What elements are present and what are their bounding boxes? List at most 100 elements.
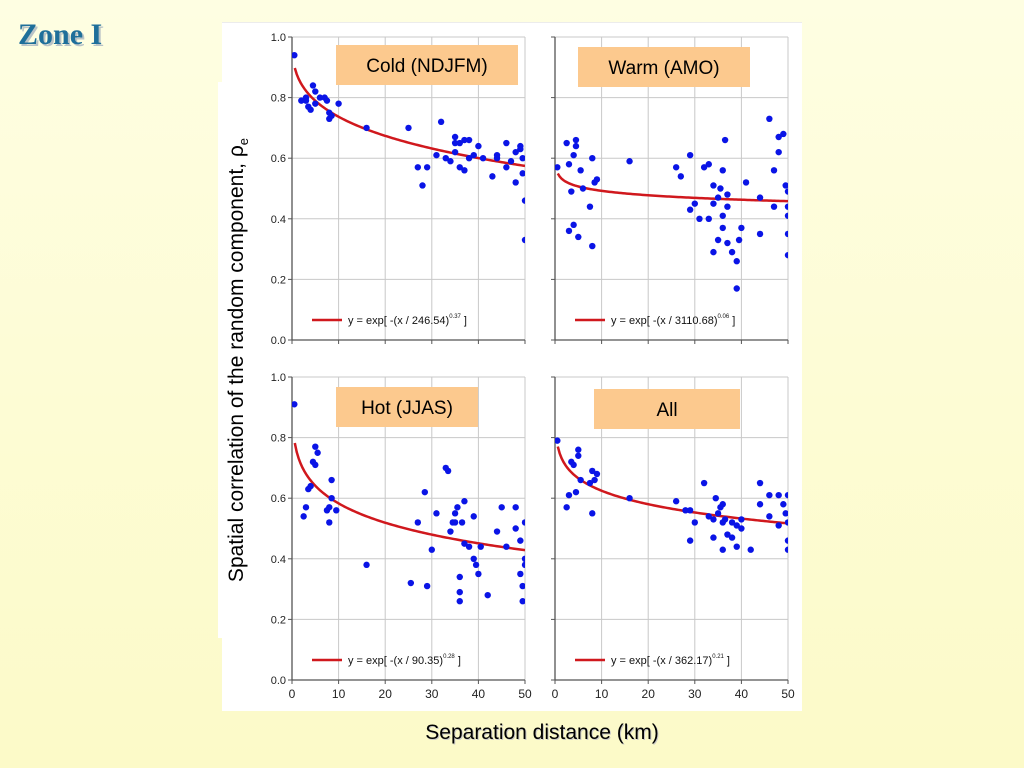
- data-point: [414, 164, 422, 171]
- plot-area: [555, 115, 788, 292]
- data-point: [575, 233, 582, 241]
- legend-equation: y = exp[ -(x / 362.17)0.21 ]: [611, 654, 730, 667]
- data-point: [447, 158, 454, 165]
- panel-label-box: [336, 45, 518, 85]
- data-point: [756, 194, 764, 201]
- plot-area: [292, 401, 525, 605]
- data-point: [512, 179, 519, 186]
- data-point: [328, 476, 335, 484]
- data-point: [521, 519, 525, 526]
- y-tick-label: 0.2: [271, 274, 286, 286]
- data-point: [414, 519, 422, 526]
- data-point: [451, 519, 459, 526]
- x-tick-label: 30: [688, 687, 702, 701]
- data-point: [714, 194, 722, 201]
- x-tick-label: 50: [781, 687, 795, 701]
- x-tick-label: 50: [518, 687, 532, 701]
- data-point: [775, 522, 782, 529]
- data-point: [770, 203, 778, 210]
- legend-equation: y = exp[ -(x / 246.54)0.37 ]: [348, 314, 467, 327]
- y-axis-label: Spatial correlation of the random compon…: [225, 80, 251, 640]
- y-tick-label: 0.0: [271, 675, 286, 687]
- data-point: [419, 182, 426, 189]
- panel-title: All: [656, 400, 677, 421]
- data-point: [577, 167, 584, 174]
- data-point: [672, 164, 680, 171]
- data-point: [484, 591, 491, 599]
- data-point: [405, 124, 412, 132]
- scatter-figure: 0.0 0.2 0.4 0.6 0.8 1.0 y = exp[ -(x / 246.54)…: [271, 32, 795, 701]
- data-point: [766, 115, 773, 123]
- data-point: [721, 136, 729, 144]
- data-point: [782, 182, 788, 189]
- data-point: [423, 164, 431, 171]
- data-point: [724, 531, 731, 538]
- data-point: [465, 136, 473, 144]
- data-point: [316, 94, 324, 101]
- data-point: [589, 510, 596, 517]
- data-point: [555, 437, 561, 444]
- y-tick-label: 1.0: [271, 372, 286, 384]
- data-point: [710, 182, 717, 189]
- data-point: [451, 133, 459, 141]
- data-point: [456, 164, 463, 171]
- data-point: [572, 488, 580, 496]
- data-point: [784, 519, 788, 526]
- y-tick-label: 0.2: [271, 614, 286, 626]
- data-point: [323, 97, 331, 104]
- data-point: [470, 513, 477, 520]
- equation-exponent: 0.37: [449, 314, 461, 320]
- data-point: [593, 176, 601, 183]
- equation-close: ]: [729, 315, 735, 327]
- data-point: [456, 573, 463, 581]
- y-axis-label-text: Spatial correlation of the random compon…: [224, 157, 248, 583]
- data-point: [458, 519, 466, 526]
- data-point: [472, 561, 480, 569]
- y-tick-label: 0.8: [271, 93, 286, 105]
- data-point: [705, 215, 712, 222]
- data-point: [565, 227, 573, 235]
- data-point: [363, 561, 370, 569]
- data-point: [691, 519, 698, 526]
- data-point: [428, 546, 435, 553]
- equation-main: y = exp[ -(x / 3110.68): [611, 315, 718, 327]
- x-tick-label: 20: [379, 687, 393, 701]
- data-point: [477, 543, 484, 550]
- equation-exponent: 0.06: [718, 314, 730, 320]
- data-point: [700, 479, 708, 487]
- data-point: [461, 498, 468, 505]
- data-point: [563, 504, 570, 511]
- data-point: [447, 528, 454, 535]
- data-point: [519, 170, 525, 177]
- data-point: [714, 510, 722, 517]
- data-point: [570, 461, 577, 469]
- data-point: [712, 495, 719, 502]
- x-tick-label: 10: [595, 687, 609, 701]
- data-point: [742, 179, 750, 186]
- data-point: [784, 537, 788, 544]
- data-point: [719, 546, 726, 553]
- data-point: [328, 495, 335, 502]
- data-point: [738, 224, 745, 232]
- data-point: [489, 173, 496, 180]
- x-tick-label: 40: [472, 687, 486, 701]
- scatter-panel: 0 10 20 30 40 50 y = exp[ -(x / 362.17)0.21 ] A…: [551, 376, 795, 701]
- panel-title: Hot (JJAS): [361, 398, 453, 419]
- data-point: [710, 248, 717, 256]
- data-point: [461, 167, 468, 174]
- data-point: [686, 507, 694, 514]
- data-point: [517, 570, 524, 578]
- data-point: [589, 467, 596, 475]
- data-point: [300, 513, 307, 520]
- data-point: [470, 151, 477, 159]
- data-point: [407, 579, 415, 587]
- y-tick-label: 0.0: [271, 335, 286, 347]
- y-tick-label: 0.8: [271, 433, 286, 445]
- data-point: [591, 476, 598, 484]
- data-point: [521, 236, 525, 244]
- data-point: [710, 516, 717, 523]
- data-point: [572, 142, 580, 150]
- data-point: [328, 112, 335, 119]
- data-point: [728, 534, 736, 541]
- plot-area: [292, 51, 525, 244]
